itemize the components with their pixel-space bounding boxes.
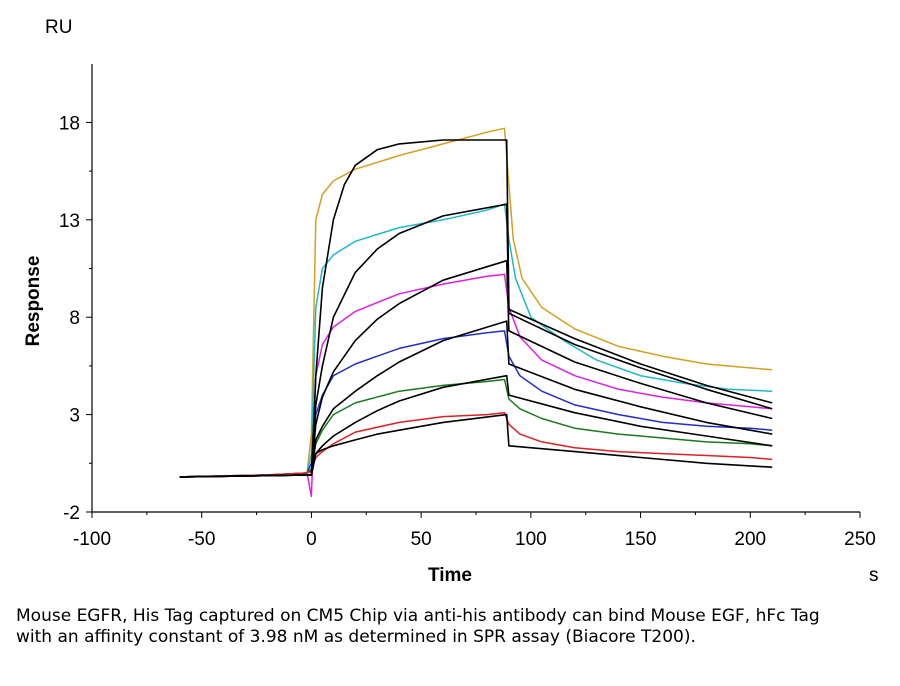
y-tick-label: -2 — [63, 503, 80, 524]
series-line-7 — [179, 139, 773, 478]
series-line-6 — [179, 411, 773, 478]
series-line-8 — [179, 203, 773, 478]
y-tick-label: 3 — [69, 406, 80, 427]
series-line-10 — [179, 320, 773, 478]
x-tick-label: -50 — [188, 529, 215, 550]
figure-caption: Mouse EGFR, His Tag captured on CM5 Chip… — [16, 606, 820, 647]
series-group — [179, 127, 773, 498]
spr-sensorgram-chart: -2 3 8 13 18 -100 -50 0 50 100 150 200 250 RU Respon… — [23, 17, 879, 586]
y-axis-title: Response — [23, 256, 44, 347]
series-line-12 — [179, 413, 773, 478]
y-unit-label: RU — [45, 17, 72, 38]
series-line-3 — [179, 273, 773, 498]
x-unit-label: s — [869, 565, 879, 586]
x-tick-label: 50 — [411, 529, 432, 550]
x-tick-label: 150 — [625, 529, 657, 550]
series-line-1 — [179, 127, 773, 478]
x-tick-label: 100 — [515, 529, 547, 550]
x-tick-label: 0 — [306, 529, 317, 550]
series-line-5 — [179, 378, 773, 478]
series-line-9 — [179, 259, 773, 478]
series-line-2 — [179, 203, 773, 478]
y-tick-label: 13 — [59, 211, 80, 232]
y-tick-label: 18 — [59, 113, 80, 134]
x-axis-title: Time — [428, 565, 472, 586]
y-tick-label: 8 — [69, 308, 80, 329]
x-tick-label: -100 — [73, 529, 111, 550]
x-tick-label: 200 — [734, 529, 766, 550]
axes: -2 3 8 13 18 -100 -50 0 50 100 150 200 250 — [59, 64, 876, 550]
x-tick-label: 250 — [844, 529, 876, 550]
